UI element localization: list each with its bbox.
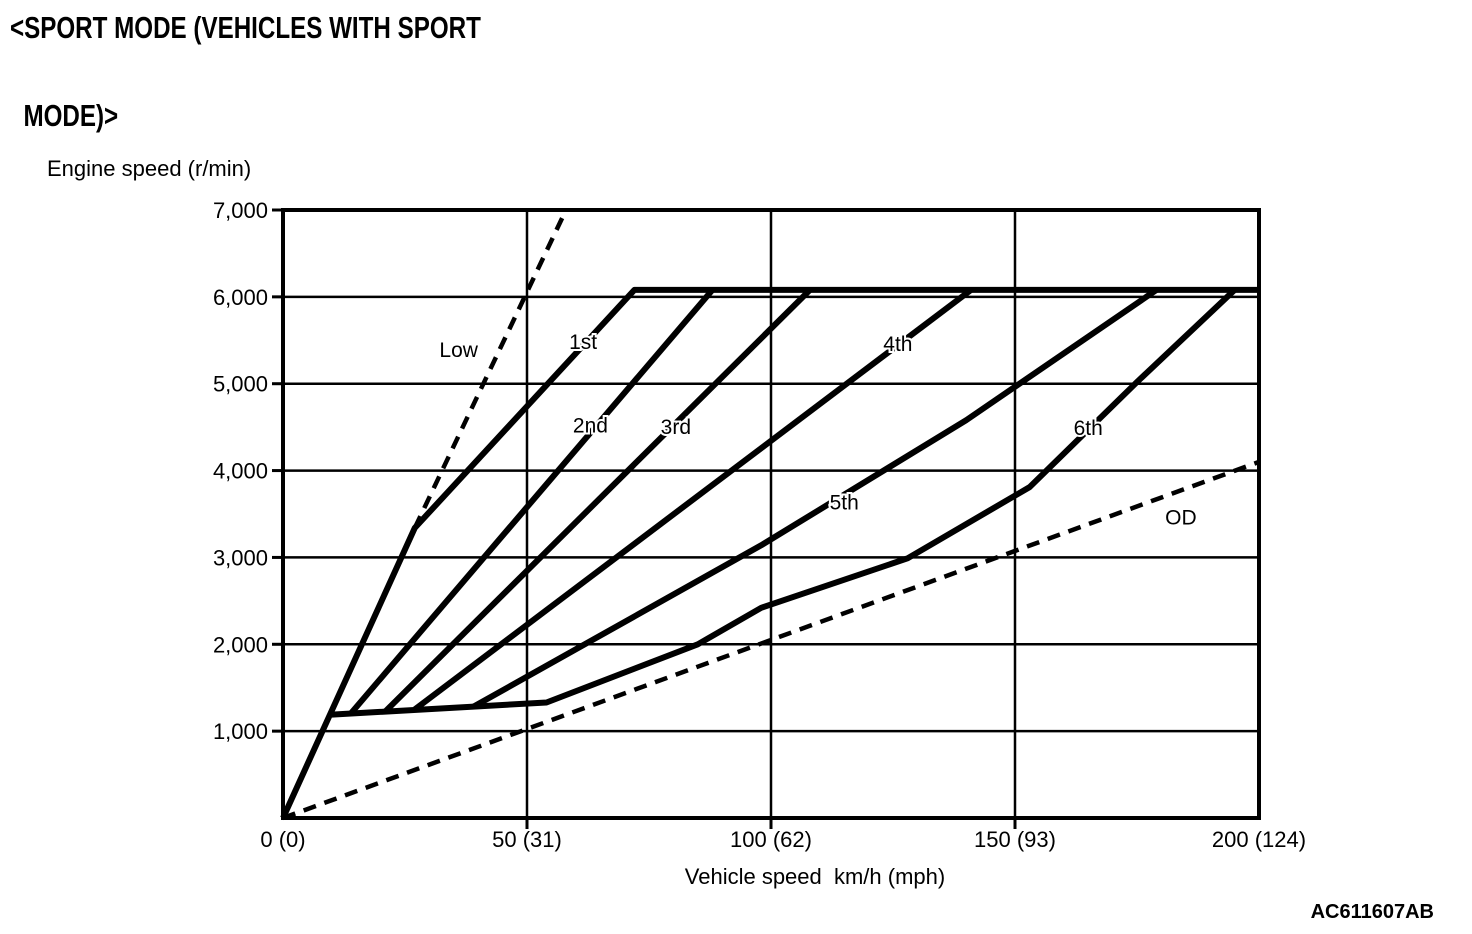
page-title: <SPORT MODE (VEHICLES WITH SPORT MODE)> xyxy=(10,6,481,138)
y-tick-label-7000: 7,000 xyxy=(213,198,268,223)
x-tick-label-50: 50 (31) xyxy=(492,827,562,852)
y-axis-title: Engine speed (r/min) xyxy=(47,156,252,181)
series-line-low xyxy=(412,209,569,529)
page-title-line1: <SPORT MODE (VEHICLES WITH SPORT xyxy=(10,10,481,45)
series-line-4th xyxy=(412,287,973,712)
series-line-od xyxy=(282,459,1260,821)
x-axis-title: Vehicle speed km/h (mph) xyxy=(684,864,946,889)
y-tick-label-2000: 2,000 xyxy=(213,632,268,657)
y-tick-label-6000: 6,000 xyxy=(213,285,268,310)
series-label-low: Low xyxy=(439,339,478,362)
series-label-od: OD xyxy=(1165,506,1197,529)
x-tick-label-150: 150 (93) xyxy=(974,827,1056,852)
series-line-1st xyxy=(280,286,1259,820)
series-label-2nd: 2nd xyxy=(573,414,608,437)
page-title-line2: MODE)> xyxy=(23,98,119,134)
series-label-6th: 6th xyxy=(1074,417,1103,440)
y-tick-label-5000: 5,000 xyxy=(213,372,268,397)
series-label-1st: 1st xyxy=(569,331,597,354)
y-tick-label-4000: 4,000 xyxy=(213,459,268,484)
series-line-3rd xyxy=(383,287,813,714)
series-line-2nd xyxy=(349,287,715,715)
series-line-5th xyxy=(471,287,1159,710)
plot-border xyxy=(281,208,1261,820)
series-label-4th: 4th xyxy=(883,333,912,356)
x-tick-label-0: 0 (0) xyxy=(260,827,305,852)
y-tick-label-1000: 1,000 xyxy=(213,719,268,744)
series-label-5th: 5th xyxy=(830,492,859,515)
series-label-3rd: 3rd xyxy=(661,416,691,439)
series-line-6th xyxy=(331,287,1237,718)
x-tick-label-100: 100 (62) xyxy=(730,827,812,852)
x-tick-label-200: 200 (124) xyxy=(1212,827,1306,852)
y-tick-label-3000: 3,000 xyxy=(213,545,268,570)
figure-code: AC611607AB xyxy=(1310,901,1434,923)
